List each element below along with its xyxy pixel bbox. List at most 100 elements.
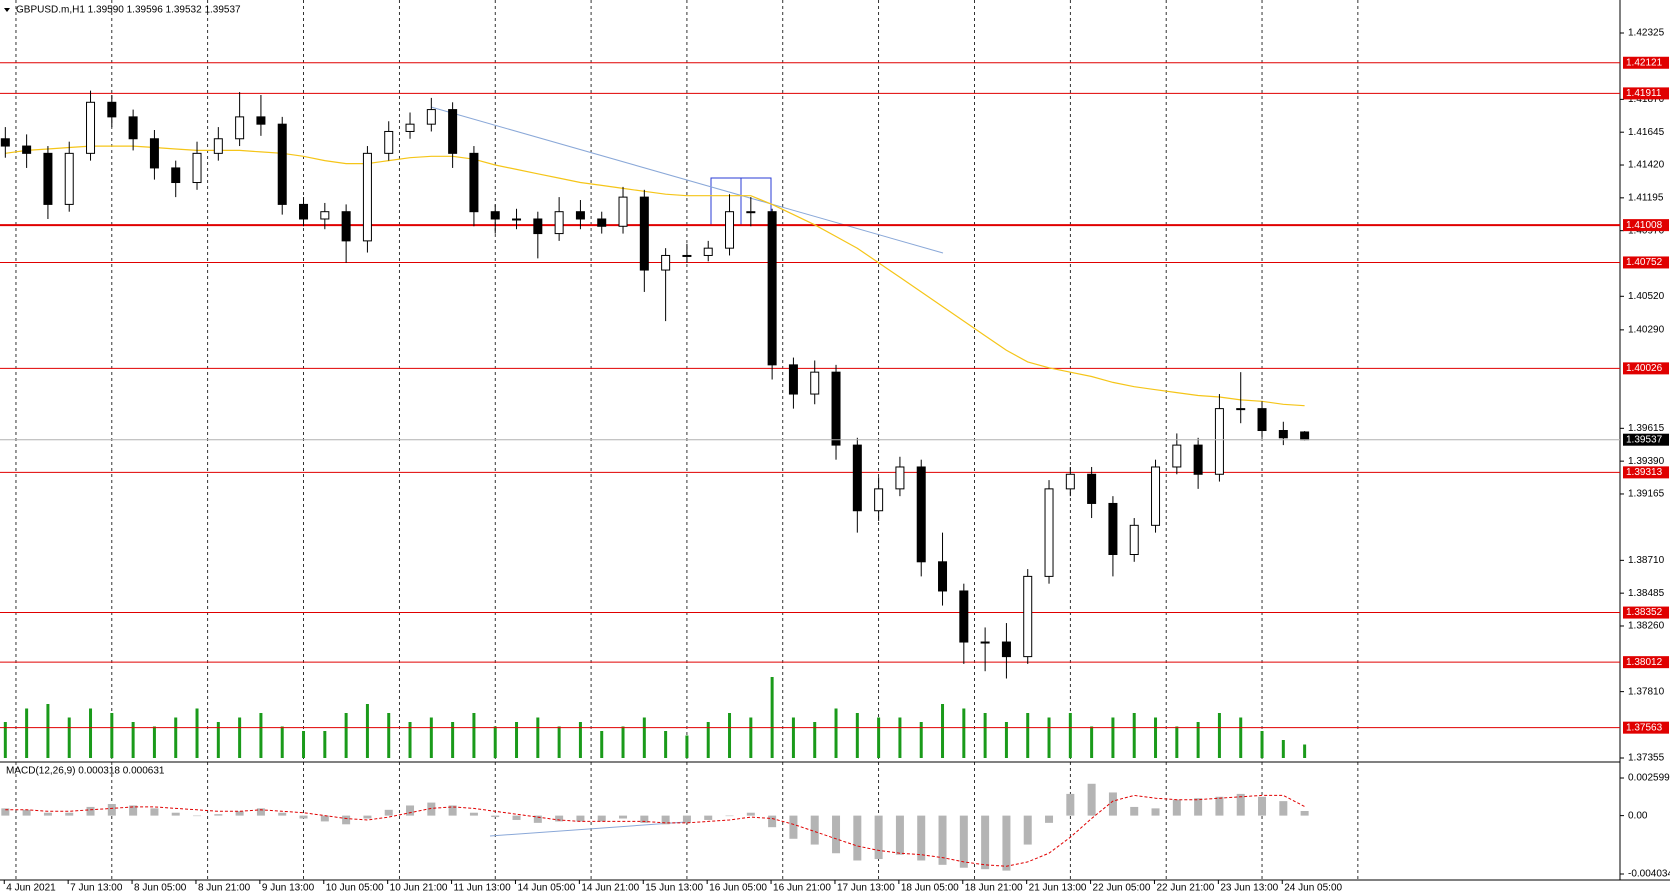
macd-histogram — [959, 815, 968, 868]
level-label: 1.40026 — [1626, 363, 1663, 374]
candle-body — [831, 371, 841, 446]
x-tick-label: 22 Jun 21:00 — [1156, 883, 1214, 894]
candle-body — [639, 196, 649, 271]
candle-body — [618, 196, 628, 227]
y-tick-label: 1.38260 — [1628, 621, 1665, 632]
macd-histogram — [576, 815, 585, 822]
candle-body — [597, 218, 607, 227]
level-label-box — [1623, 56, 1669, 69]
macd-histogram — [789, 815, 798, 839]
x-tick-label: 21 Jun 13:00 — [1029, 883, 1087, 894]
candle-body — [341, 211, 351, 242]
y-tick-label: 1.42325 — [1628, 28, 1665, 39]
macd-histogram — [725, 815, 734, 817]
y-tick-label: 1.40520 — [1628, 291, 1665, 302]
macd-histogram — [43, 812, 52, 816]
candle-body — [725, 211, 735, 249]
candle-body — [1193, 444, 1203, 475]
candle-body — [959, 590, 969, 643]
candle-body — [554, 211, 564, 235]
candle-body — [277, 123, 287, 205]
level-label-box — [1623, 606, 1669, 619]
macd-histogram — [342, 815, 351, 825]
x-tick-label: 10 Jun 21:00 — [390, 883, 448, 894]
macd-histogram — [1279, 801, 1288, 816]
macd-tick-label: 0.00 — [1628, 810, 1648, 821]
current-price-box — [1623, 433, 1669, 446]
candle-body — [810, 371, 820, 395]
candle-body — [362, 152, 372, 242]
macd-histogram — [1, 808, 10, 816]
macd-histogram — [1130, 806, 1139, 816]
candle-body — [852, 444, 862, 512]
macd-histogram — [597, 815, 606, 822]
candle-body — [1129, 524, 1139, 556]
candle-body — [235, 116, 245, 140]
macd-header: MACD(12,26,9) 0.000318 0.000631 — [6, 766, 165, 777]
candle-body — [490, 211, 500, 220]
candle-body — [661, 254, 671, 271]
candle-body — [1257, 408, 1267, 432]
macd-histogram — [661, 815, 670, 825]
current-price-label: 1.39537 — [1626, 434, 1663, 445]
macd-histogram — [938, 815, 947, 865]
level-label: 1.41008 — [1626, 220, 1663, 231]
candle-body — [107, 101, 117, 118]
y-tick-label: 1.40290 — [1628, 324, 1665, 335]
macd-histogram — [917, 815, 926, 861]
candle-body — [788, 364, 798, 395]
candle-body — [64, 152, 74, 205]
macd-histogram — [704, 815, 713, 820]
macd-histogram — [193, 815, 202, 817]
x-tick-label: 17 Jun 13:00 — [837, 883, 895, 894]
macd-histogram — [427, 802, 436, 816]
candle-body — [256, 116, 266, 125]
macd-histogram — [171, 812, 180, 816]
candle-body — [703, 247, 713, 256]
x-tick-label: 18 Jun 21:00 — [965, 883, 1023, 894]
candle-body — [746, 211, 756, 214]
x-tick-label: 24 Jun 05:00 — [1284, 883, 1342, 894]
x-tick-label: 16 Jun 21:00 — [773, 883, 831, 894]
candle-body — [1278, 430, 1288, 439]
macd-histogram — [810, 815, 819, 845]
macd-histogram — [320, 815, 329, 822]
candle-body — [171, 167, 181, 184]
macd-histogram — [363, 815, 372, 819]
macd-histogram — [22, 809, 31, 816]
menu-triangle[interactable] — [4, 8, 10, 12]
macd-histogram — [874, 815, 883, 860]
x-tick-label: 23 Jun 13:00 — [1220, 883, 1278, 894]
macd-histogram — [1045, 815, 1054, 823]
level-label: 1.39313 — [1626, 467, 1663, 478]
level-label: 1.41911 — [1626, 88, 1662, 99]
macd-histogram — [746, 812, 755, 816]
x-tick-label: 7 Jun 13:00 — [70, 883, 123, 894]
macd-histogram — [1151, 808, 1160, 816]
candle-body — [426, 109, 436, 125]
macd-histogram — [491, 815, 500, 818]
macd-histogram — [1194, 798, 1203, 816]
y-tick-label: 1.38485 — [1628, 588, 1665, 599]
macd-histogram — [406, 805, 415, 816]
x-tick-label: 10 Jun 05:00 — [326, 883, 384, 894]
level-label-box — [1623, 721, 1669, 734]
macd-histogram — [1236, 793, 1245, 816]
candle-body — [938, 561, 948, 592]
candle-body — [469, 152, 479, 213]
level-label: 1.42121 — [1626, 57, 1663, 68]
macd-histogram — [235, 811, 244, 816]
macd-histogram — [1258, 796, 1267, 816]
macd-histogram — [1023, 815, 1032, 845]
candle-body — [1172, 444, 1182, 468]
candle-body — [149, 138, 159, 169]
candle-body — [320, 211, 330, 220]
macd-histogram — [533, 815, 542, 823]
level-label-box — [1623, 87, 1669, 100]
x-tick-label: 22 Jun 05:00 — [1093, 883, 1151, 894]
macd-histogram — [1108, 792, 1117, 816]
x-tick-label: 11 Jun 13:00 — [454, 883, 512, 894]
macd-histogram — [107, 804, 116, 816]
y-tick-label: 1.39390 — [1628, 456, 1665, 467]
